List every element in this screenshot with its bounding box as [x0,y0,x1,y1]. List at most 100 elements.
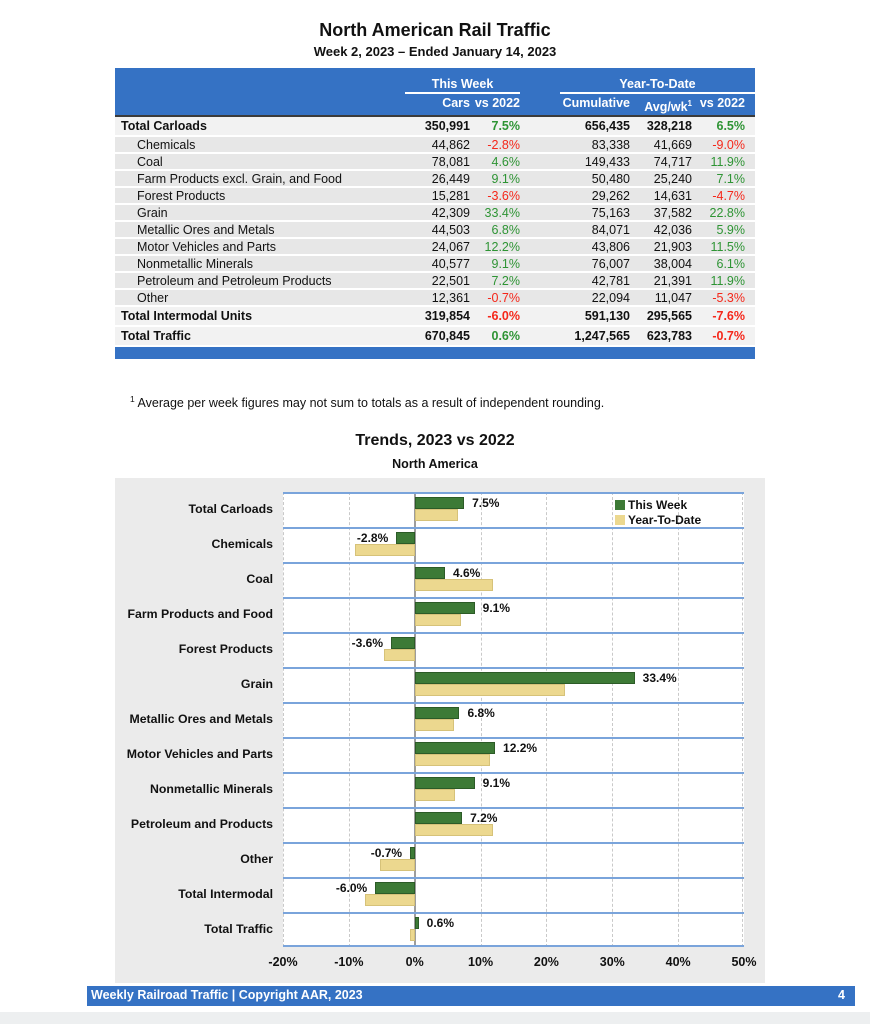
bar-this-week [414,777,475,789]
bar-this-week [414,497,465,509]
gridline [283,492,284,947]
cell-vs2022-ytd: 11.9% [710,274,745,288]
page-number: 4 [838,988,845,1002]
cell-cars: 44,862 [431,138,470,152]
cell-vs2022-ytd: -5.3% [712,291,745,305]
cell-vs2022-week: -6.0% [487,309,520,323]
bar-year-to-date [383,649,415,661]
table-row: Coal 78,081 4.6% 149,433 74,717 11.9% [115,154,755,171]
bar-value-label: -3.6% [351,636,384,650]
footer-text: Weekly Railroad Traffic | Copyright AAR,… [91,988,363,1002]
bar-year-to-date [414,509,458,521]
cell-cumulative: 75,163 [591,206,630,220]
bar-value-label: 6.8% [467,706,495,720]
table-bottom-bar [115,347,755,359]
row-label: Coal [137,155,163,169]
cell-cars: 26,449 [431,172,470,186]
table-row: Petroleum and Petroleum Products 22,501 7.… [115,273,755,290]
bar-value-label: 33.4% [642,671,677,685]
gridline [348,492,350,947]
x-axis-tick-label: -20% [268,955,298,969]
band-separator-line [283,667,744,669]
cell-vs2022-ytd: -7.6% [712,309,745,323]
gridline [546,492,548,947]
cell-cars: 319,854 [424,309,470,323]
x-axis-tick-label: 0% [405,955,424,969]
cell-vs2022-ytd: 22.8% [709,206,745,220]
chart-category-label: Forest Products [178,642,273,657]
chart-plot-area: 7.5% -2.8% 4.6% 9.1% -3.6% 33.4% 6.8% 12.2% 9.1%… [283,492,744,947]
table-row: Grain 42,309 33.4% 75,163 37,582 22.8% [115,205,755,222]
cell-vs2022-week: 7.5% [491,119,521,133]
table-row: Total Intermodal Units 319,854 -6.0% 591,13… [115,307,755,327]
bottom-strip [0,1012,870,1024]
cell-cars: 24,067 [431,240,470,254]
column-header-cumulative: Cumulative [562,96,630,110]
cell-cars: 44,503 [431,223,470,237]
bar-year-to-date [414,614,462,626]
band-separator-line [283,597,744,599]
legend-label: This Week [628,497,688,512]
cell-avgwk: 37,582 [653,206,692,220]
cell-avgwk: 21,391 [653,274,692,288]
table-row: Other 12,361 -0.7% 22,094 11,047 -5.3% [115,290,755,307]
cell-cumulative: 43,806 [591,240,630,254]
row-label: Nonmetallic Minerals [137,257,254,271]
chart-category-label: Grain [240,677,273,692]
x-axis-tick-label: -10% [334,955,364,969]
table-row: Metallic Ores and Metals 44,503 6.8% 84,071… [115,222,755,239]
chart-category-label: Farm Products and Food [127,607,273,622]
chart-category-label: Coal [246,572,273,587]
bar-this-week [414,567,445,579]
cell-avgwk: 14,631 [653,189,692,203]
cell-vs2022-ytd: 5.9% [716,223,746,237]
gridline [480,492,482,947]
row-label: Chemicals [137,138,196,152]
cell-avgwk: 74,717 [653,155,692,169]
legend-item: Year-To-Date [615,512,701,527]
bar-this-week [414,672,635,684]
table-row: Farm Products excl. Grain, and Food 26,44… [115,171,755,188]
cell-cumulative: 42,781 [591,274,630,288]
cell-cars: 350,991 [424,119,470,133]
chart-category-label: Chemicals [211,537,273,552]
cell-cars: 22,501 [431,274,470,288]
cell-vs2022-week: 9.1% [491,257,521,271]
table-row: Total Traffic 670,845 0.6% 1,247,565 623,783… [115,327,755,347]
cell-vs2022-ytd: -0.7% [712,329,745,343]
cell-vs2022-ytd: 6.1% [716,257,746,271]
table-row: Chemicals 44,862 -2.8% 83,338 41,669 -9.0% [115,137,755,154]
footnote: 1 Average per week figures may not sum t… [130,394,604,410]
cell-vs2022-ytd: 7.1% [716,172,746,186]
cell-cars: 670,845 [424,329,470,343]
cell-cumulative: 83,338 [591,138,630,152]
cell-cumulative: 1,247,565 [574,329,630,343]
bar-year-to-date [364,894,415,906]
chart-subtitle: North America [392,457,478,471]
gridline [678,492,680,947]
row-label: Forest Products [137,189,226,203]
row-label: Farm Products excl. Grain, and Food [137,172,342,186]
row-label: Total Carloads [121,119,207,133]
bar-this-week [414,602,475,614]
bar-year-to-date [410,929,415,941]
cell-cumulative: 149,433 [584,155,630,169]
cell-vs2022-week: -3.6% [487,189,520,203]
cell-cars: 40,577 [431,257,470,271]
cell-vs2022-week: 33.4% [484,206,520,220]
row-label: Total Intermodal Units [121,309,253,323]
row-label: Petroleum and Petroleum Products [137,274,332,288]
cell-cars: 12,361 [431,291,470,305]
rail-traffic-table: This Week Year-To-Date Cars vs 2022 Cumu… [115,68,755,359]
footnote-text: Average per week figures may not sum to … [137,396,605,411]
chart-x-axis: -20% -10% 0% 10% 20% 30% 40% 50% [268,953,756,973]
legend-swatch-this-week [615,499,625,510]
column-header-vs2022-ytd: vs 2022 [699,96,745,110]
bar-this-week [414,742,496,754]
bar-year-to-date [355,544,415,556]
bar-year-to-date [414,719,454,731]
cell-cumulative: 50,480 [591,172,630,186]
gridline [742,492,743,947]
row-label: Motor Vehicles and Parts [137,240,276,254]
bar-value-label: 7.2% [470,811,498,825]
